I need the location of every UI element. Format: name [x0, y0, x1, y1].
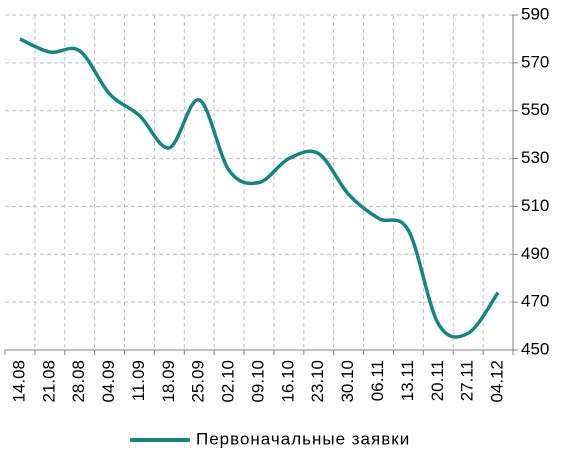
x-tick-label: 04.12	[488, 360, 507, 403]
y-tick-label: 490	[521, 244, 549, 263]
x-tick-label: 28.08	[69, 360, 88, 403]
x-tick-label: 13.11	[398, 360, 417, 401]
x-tick-label: 02.10	[219, 360, 238, 403]
x-tick-label: 09.10	[248, 360, 267, 403]
x-tick-label: 18.09	[159, 360, 178, 403]
x-tick-label: 27.11	[458, 360, 477, 401]
x-tick-label: 04.09	[99, 360, 118, 403]
x-tick-label: 06.11	[368, 360, 387, 401]
y-tick-label: 590	[521, 4, 549, 23]
x-tick-label: 25.09	[189, 360, 208, 403]
y-tick-label: 450	[521, 339, 549, 358]
x-tick-label: 11.09	[129, 360, 148, 401]
y-tick-label: 510	[521, 196, 549, 215]
x-tick-label: 23.10	[308, 360, 327, 403]
y-tick-label: 530	[521, 148, 549, 167]
x-tick-label: 16.10	[278, 360, 297, 403]
x-tick-label: 20.11	[428, 360, 447, 401]
y-tick-label: 570	[521, 52, 549, 71]
x-tick-label: 14.08	[9, 360, 28, 403]
series-line	[19, 37, 500, 339]
x-tick-label: 30.10	[338, 360, 357, 403]
y-tick-label: 550	[521, 100, 549, 119]
y-tick-label: 470	[521, 292, 549, 311]
x-tick-label: 21.08	[39, 360, 58, 403]
legend-label: Первоначальные заявки	[196, 429, 410, 448]
